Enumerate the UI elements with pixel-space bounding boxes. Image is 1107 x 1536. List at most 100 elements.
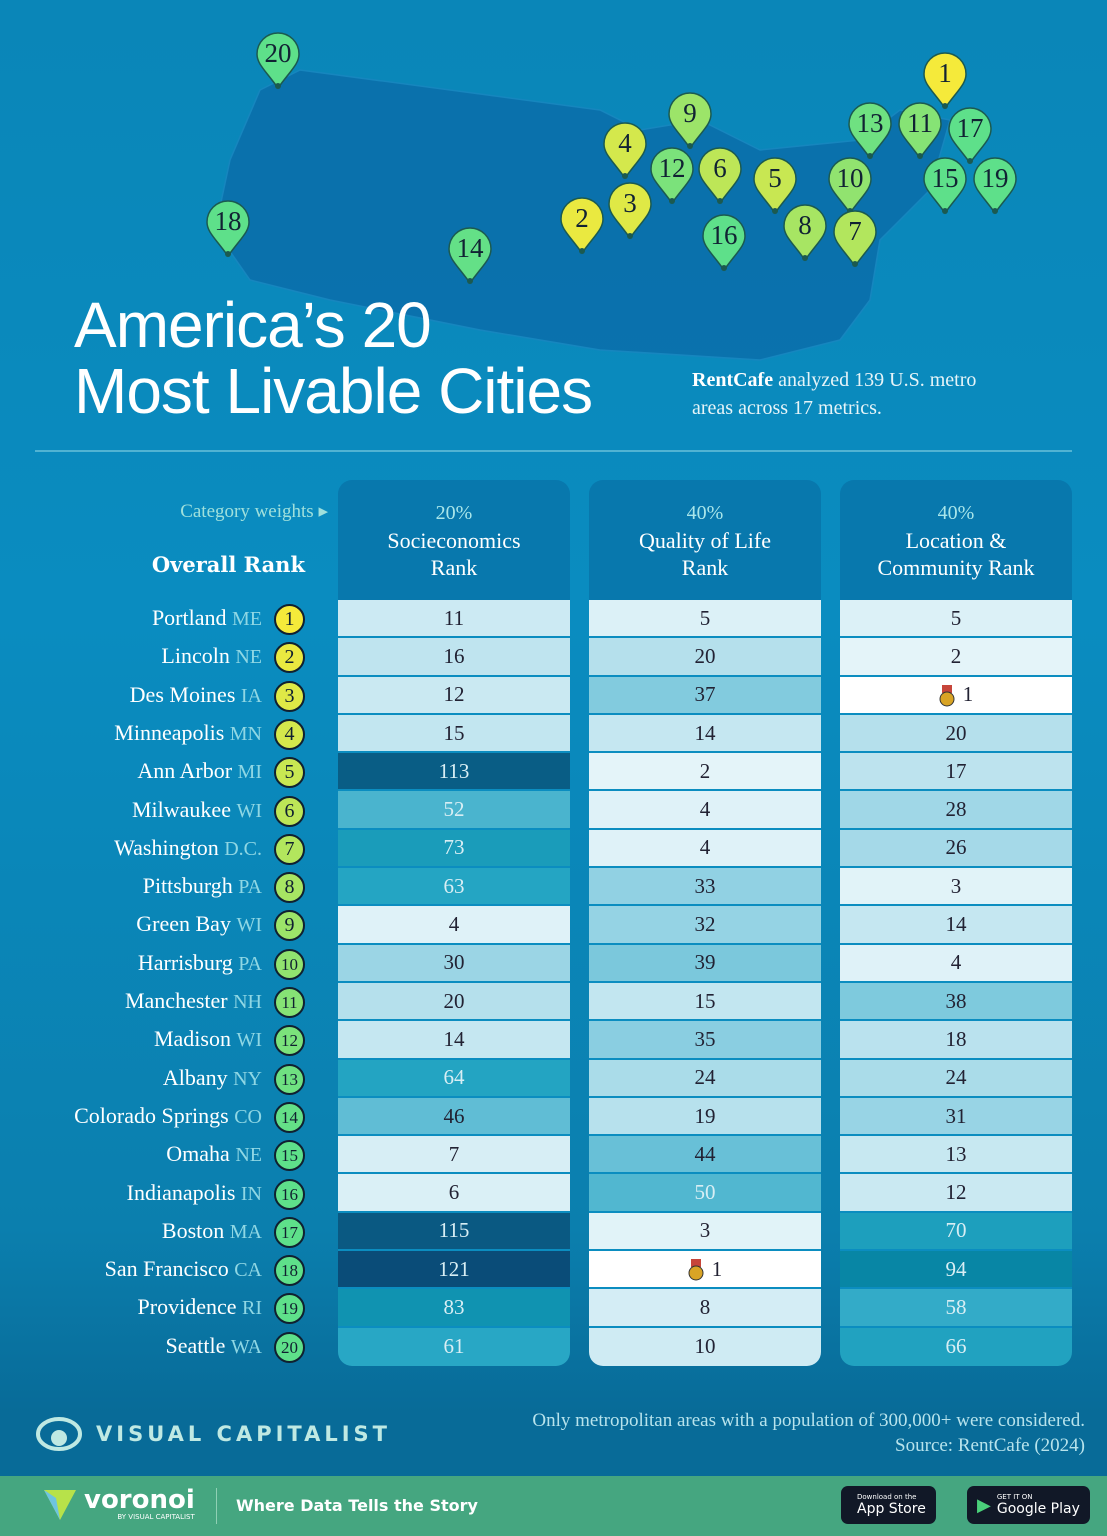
cell-value: 16 <box>443 643 465 668</box>
app-store-button[interactable]: Download on the App Store <box>841 1486 936 1524</box>
page-title: America’s 20 Most Livable Cities <box>74 289 593 427</box>
city-name: Ann Arbor <box>137 758 233 784</box>
cell-value: 26 <box>945 835 967 860</box>
cell-value: 18 <box>945 1026 967 1051</box>
state-abbr: WI <box>236 799 262 822</box>
table-cell: 12 <box>338 676 570 715</box>
table-cell: 3 <box>589 1212 821 1252</box>
column-name: Location & <box>905 528 1007 553</box>
cell-value: 61 <box>443 1334 465 1359</box>
table-cell: 38 <box>840 982 1072 1022</box>
city-name: Minneapolis <box>114 719 225 745</box>
city-name: Manchester <box>124 988 228 1013</box>
cell-value: 28 <box>945 797 967 822</box>
google-play-button[interactable]: ▶ GET IT ON Google Play <box>967 1486 1090 1524</box>
city-label: San Francisco CA <box>0 1256 262 1282</box>
table-cell: 61 <box>338 1327 570 1366</box>
table-cell: 26 <box>840 829 1072 869</box>
title-line-2: Most Livable Cities <box>74 355 593 427</box>
cell-value: 33 <box>694 873 716 898</box>
map-pin: 12 <box>649 147 695 205</box>
table-cell: 20 <box>840 714 1072 754</box>
city-label: Madison WI <box>0 1026 262 1052</box>
city-label: Portland ME <box>0 605 262 631</box>
cell-value: 14 <box>443 1026 465 1051</box>
cell-value: 13 <box>945 1141 967 1166</box>
state-abbr: WI <box>236 914 262 937</box>
pin-rank: 20 <box>264 38 292 68</box>
cell-value: 24 <box>694 1065 716 1090</box>
table-cell: 5 <box>840 600 1072 639</box>
city-label: Pittsburgh PA <box>0 873 262 899</box>
pin-rank: 4 <box>618 128 632 158</box>
cell-value: 20 <box>945 720 967 745</box>
rank-badge: 20 <box>274 1331 305 1363</box>
cell-value: 32 <box>694 912 716 937</box>
state-abbr: WA <box>230 1335 262 1358</box>
pin-rank: 7 <box>848 216 862 246</box>
table-cell: 4 <box>589 791 821 830</box>
map-pin: 9 <box>667 92 713 150</box>
source: Source: RentCafe (2024) <box>895 1435 1085 1456</box>
map-pin: 6 <box>697 147 743 205</box>
table-cell: 2 <box>840 638 1072 677</box>
column-body: 11 16 12 15 113 52 73 63 4 30 20 14 64 46 7 6 115 121 83 61 <box>338 600 570 1366</box>
cell-value: 66 <box>945 1334 967 1359</box>
title-line-1: America’s 20 <box>74 289 432 361</box>
cell-value: 73 <box>443 835 465 860</box>
column-name: Socieconomics <box>387 528 521 553</box>
table-cell: 37 <box>589 676 821 715</box>
map-pin: 10 <box>827 157 873 215</box>
city-label: Milwaukee WI <box>0 797 262 823</box>
city-name: Washington <box>114 834 219 860</box>
map-pin: 1 <box>922 52 968 110</box>
city-label: Omaha NE <box>0 1141 262 1167</box>
pin-rank: 3 <box>623 188 637 218</box>
rank-badge: 13 <box>274 1063 305 1095</box>
cell-value: 4 <box>699 797 711 822</box>
cell-value: 44 <box>694 1141 716 1166</box>
table-cell: 1 <box>589 1251 821 1290</box>
cell-value: 14 <box>945 912 967 937</box>
category-weights-label: Category weights ▸ <box>180 501 328 522</box>
city-label: Ann Arbor MI <box>0 758 262 784</box>
cell-value: 20 <box>694 643 716 668</box>
cell-value: 94 <box>945 1256 967 1281</box>
table-cell: 13 <box>840 1136 1072 1175</box>
rank-badge: 17 <box>274 1216 305 1248</box>
city-name: Seattle <box>165 1332 226 1358</box>
city-label: Providence RI <box>0 1294 262 1320</box>
rank-badge: 9 <box>274 910 305 942</box>
table-cell: 35 <box>589 1021 821 1060</box>
rank-badge: 5 <box>274 757 305 789</box>
table-cell: 20 <box>589 638 821 677</box>
population-note: Only metropolitan areas with a populatio… <box>532 1410 1085 1431</box>
table-cell: 66 <box>840 1327 1072 1366</box>
table-cell: 15 <box>338 714 570 754</box>
cell-value: 70 <box>945 1218 967 1243</box>
rank-badge: 3 <box>274 680 305 712</box>
cell-value: 5 <box>699 605 711 630</box>
map-pin: 8 <box>782 204 828 262</box>
table-cell: 94 <box>840 1251 1072 1290</box>
cell-value: 58 <box>945 1294 967 1319</box>
rank-badge: 4 <box>274 718 305 750</box>
cell-value: 7 <box>448 1141 460 1166</box>
cell-value: 19 <box>694 1103 716 1128</box>
cell-value: 3 <box>699 1218 711 1243</box>
cell-value: 30 <box>443 950 465 975</box>
visual-capitalist-icon <box>36 1417 82 1451</box>
voronoi-logo[interactable]: voronoi BY VISUAL CAPITALIST <box>42 1486 195 1522</box>
state-abbr: ME <box>232 608 262 630</box>
pin-rank: 8 <box>798 210 812 240</box>
table-cell: 14 <box>840 906 1072 945</box>
table-cell: 64 <box>338 1059 570 1098</box>
table-cell: 3 <box>840 868 1072 907</box>
rank-badge: 8 <box>274 872 305 904</box>
city-label: Washington D.C. <box>0 835 262 861</box>
cell-value: 14 <box>694 720 716 745</box>
map-pin: 15 <box>922 157 968 215</box>
cell-value: 20 <box>443 988 465 1013</box>
column-name: Quality of Life <box>639 528 771 553</box>
table-cell: 113 <box>338 753 570 792</box>
